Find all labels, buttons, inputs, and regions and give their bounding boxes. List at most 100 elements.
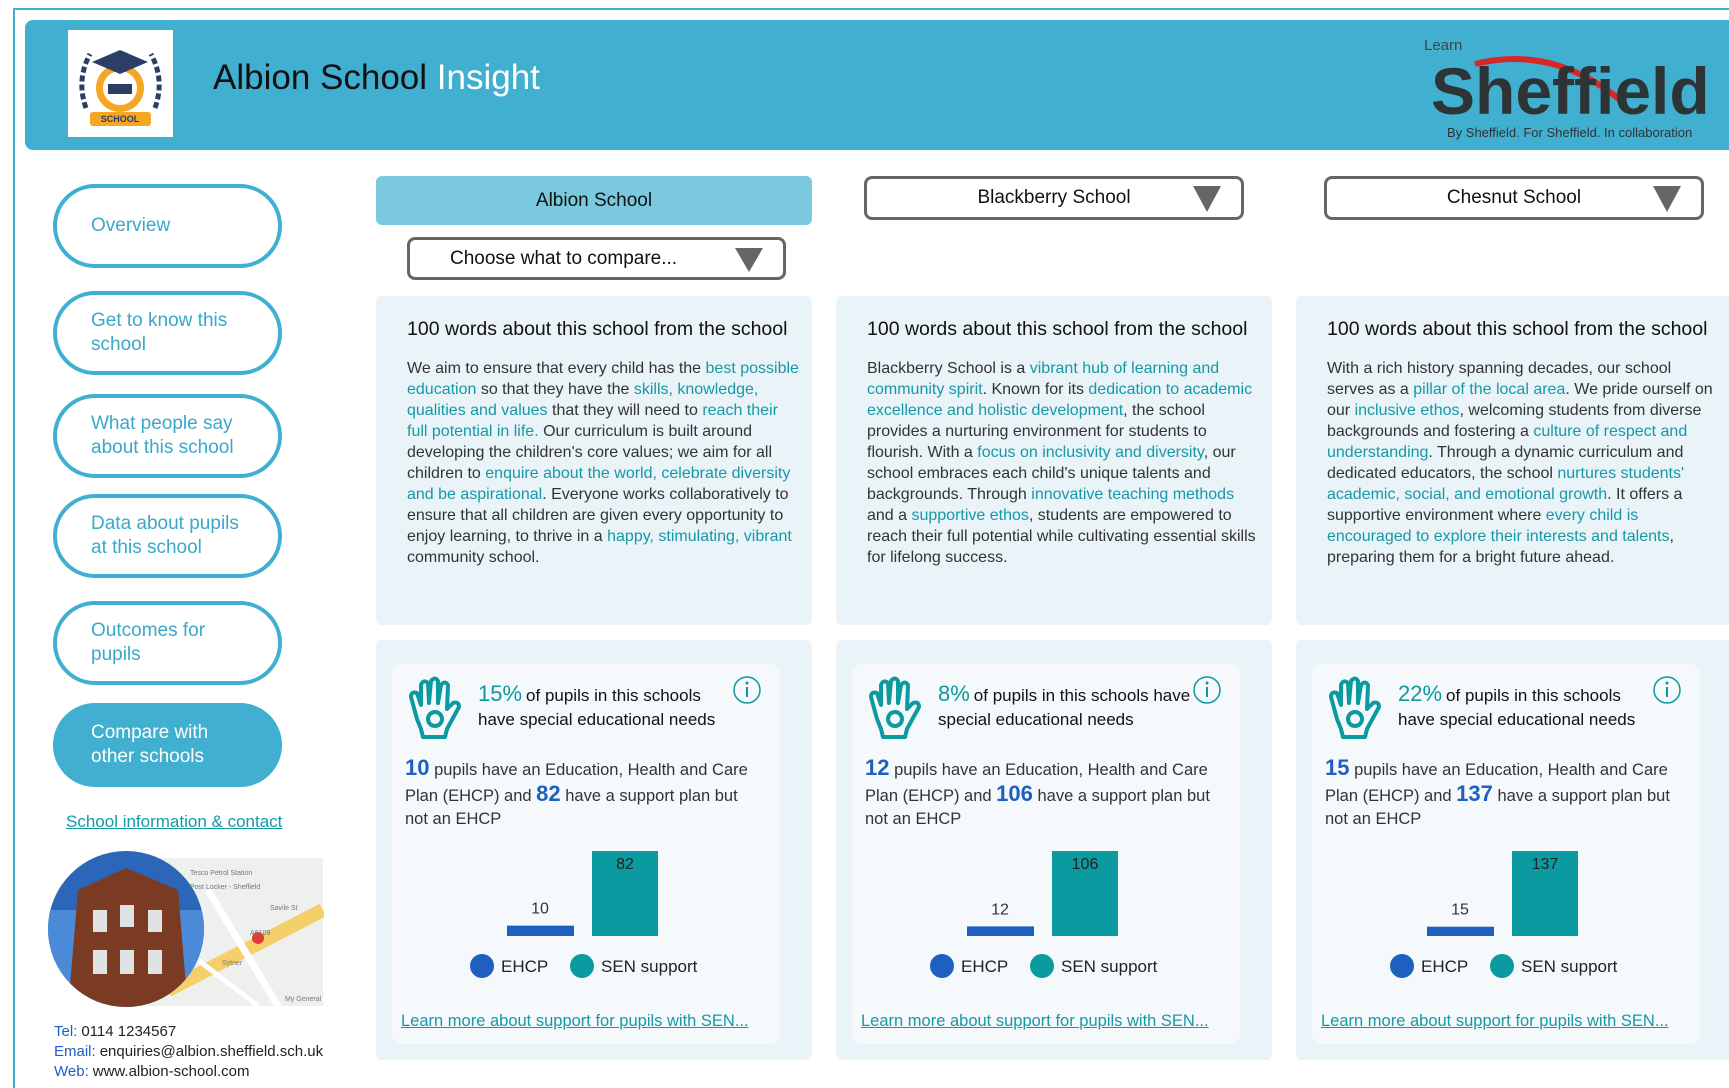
sen-inner: 22%of pupils in this schools have specia…: [1312, 664, 1700, 1044]
map-label: Tesco Petrol Station: [190, 870, 252, 877]
sen-percent: 8%: [938, 681, 970, 706]
legend-label: SEN support: [1521, 957, 1618, 976]
sen-percent: 22%: [1398, 681, 1442, 706]
highlight-text: innovative teaching methods: [1031, 486, 1234, 503]
nav-label: What people say about this school: [91, 412, 246, 460]
bar-label: 10: [531, 901, 549, 918]
logo-badge: SCHOOL: [101, 114, 140, 124]
sen-link[interactable]: Learn more about support for pupils with…: [401, 1012, 749, 1031]
page: SCHOOL Albion School Insight Learn Sheff…: [0, 0, 1729, 1088]
sen-chart: 1082EHCPSEN support: [392, 834, 780, 984]
highlight-text: pillar of the local area: [1413, 381, 1565, 398]
info-icon[interactable]: [732, 675, 762, 705]
gear: [428, 712, 442, 726]
dropdown-arrow: [735, 248, 763, 272]
map-label: Savile St: [270, 905, 298, 912]
school-dropdown[interactable]: Chesnut School: [1324, 176, 1704, 220]
about-card: 100 words about this school from the sch…: [376, 296, 812, 625]
arrow-shape: [1653, 186, 1681, 212]
header: SCHOOL Albion School Insight Learn Sheff…: [25, 20, 1729, 150]
legend-label: EHCP: [961, 957, 1008, 976]
info-stem: [1666, 687, 1668, 697]
sen-headline: 8%of pupils in this schools have special…: [938, 682, 1198, 732]
header-title: Albion School Insight: [213, 58, 540, 98]
dropdown-arrow: [1653, 186, 1681, 212]
map-label: A6109: [250, 930, 270, 937]
sen-icon: [405, 675, 465, 741]
sen-chart: 15137EHCPSEN support: [1312, 834, 1700, 984]
school-dropdown[interactable]: Blackberry School: [864, 176, 1244, 220]
brand-name: Sheffield: [1431, 54, 1710, 128]
sen-card: 8%of pupils in this schools have special…: [836, 640, 1272, 1060]
bar: [1427, 927, 1494, 936]
about-title: 100 words about this school from the sch…: [1327, 318, 1707, 341]
highlight-text: happy, stimulating, vibrant: [607, 528, 792, 545]
sen-inner: 8%of pupils in this schools have special…: [852, 664, 1240, 1044]
current-school: Albion School: [376, 176, 812, 225]
contact-value: 0114 1234567: [81, 1023, 176, 1040]
sen-card: 15%of pupils in this schools have specia…: [376, 640, 812, 1060]
info-icon[interactable]: [1652, 675, 1682, 705]
nav-button[interactable]: Outcomes for pupils: [53, 601, 282, 685]
highlight-text: supportive ethos: [911, 507, 1028, 524]
dropdown-label: Choose what to compare...: [450, 248, 677, 270]
hand: [871, 679, 919, 738]
contact-label: Web:: [54, 1063, 89, 1080]
contact-value: www.albion-school.com: [93, 1063, 250, 1080]
school-logo: SCHOOL: [68, 30, 173, 137]
text: community school.: [407, 549, 540, 566]
info-dot: [746, 682, 749, 685]
title-highlight: Insight: [437, 58, 540, 97]
map-label: Post Locker - Sheffield: [190, 884, 260, 891]
support-count: 106: [996, 781, 1033, 806]
nav-button[interactable]: What people say about this school: [53, 394, 282, 478]
legend-swatch: [1390, 954, 1414, 978]
bar-label: 82: [616, 856, 634, 873]
nav-label: Outcomes for pupils: [91, 619, 246, 667]
gear: [1348, 712, 1362, 726]
ehcp-count: 15: [1325, 755, 1349, 780]
text: We aim to ensure that every child has th…: [407, 360, 706, 377]
about-text: With a rich history spanning decades, ou…: [1327, 358, 1719, 568]
bar: [507, 926, 574, 936]
text: Blackberry School is a: [867, 360, 1030, 377]
bar-label: 15: [1451, 902, 1469, 919]
nav-button[interactable]: Get to know this school: [53, 291, 282, 375]
legend-swatch: [1490, 954, 1514, 978]
sen-icon: [865, 675, 925, 741]
dropdown-arrow: [1193, 186, 1221, 212]
sen-icon: [1325, 675, 1385, 741]
bar-label: 137: [1532, 856, 1559, 873]
nav-label: Data about pupils at this school: [91, 512, 246, 560]
sen-link[interactable]: Learn more about support for pupils with…: [861, 1012, 1209, 1031]
info-icon[interactable]: [1192, 675, 1222, 705]
bar-label: 12: [991, 901, 1009, 918]
compare-dropdown[interactable]: Choose what to compare...: [407, 237, 786, 280]
ehcp-count: 12: [865, 755, 889, 780]
info-stem: [746, 687, 748, 697]
nav-label: Get to know this school: [91, 309, 246, 357]
legend-label: SEN support: [1061, 957, 1158, 976]
school-photo-map: [48, 850, 324, 1008]
legend-swatch: [570, 954, 594, 978]
brand-tagline: By Sheffield. For Sheffield. In collabor…: [1447, 125, 1692, 140]
info-dot: [1206, 682, 1209, 685]
sen-inner: 15%of pupils in this schools have specia…: [392, 664, 780, 1044]
nav-button[interactable]: Data about pupils at this school: [53, 494, 282, 578]
bar: [967, 926, 1034, 936]
contact-label: Tel:: [54, 1023, 77, 1040]
about-title: 100 words about this school from the sch…: [407, 318, 787, 341]
sen-headline: 15%of pupils in this schools have specia…: [478, 682, 738, 732]
map-label: My General: [285, 996, 321, 1003]
sen-description: 15 pupils have an Education, Health and …: [1325, 756, 1685, 831]
info-link[interactable]: School information & contact: [66, 812, 282, 832]
nav-button[interactable]: Compare with other schools: [53, 703, 282, 787]
sen-link[interactable]: Learn more about support for pupils with…: [1321, 1012, 1669, 1031]
about-title: 100 words about this school from the sch…: [867, 318, 1247, 341]
text: and a: [867, 507, 911, 524]
highlight-text: focus on inclusivity and diversity: [977, 444, 1203, 461]
support-count: 137: [1456, 781, 1493, 806]
about-card: 100 words about this school from the sch…: [836, 296, 1272, 625]
nav-button[interactable]: Overview: [53, 184, 282, 268]
contact-row: Tel:0114 1234567: [54, 1023, 176, 1040]
